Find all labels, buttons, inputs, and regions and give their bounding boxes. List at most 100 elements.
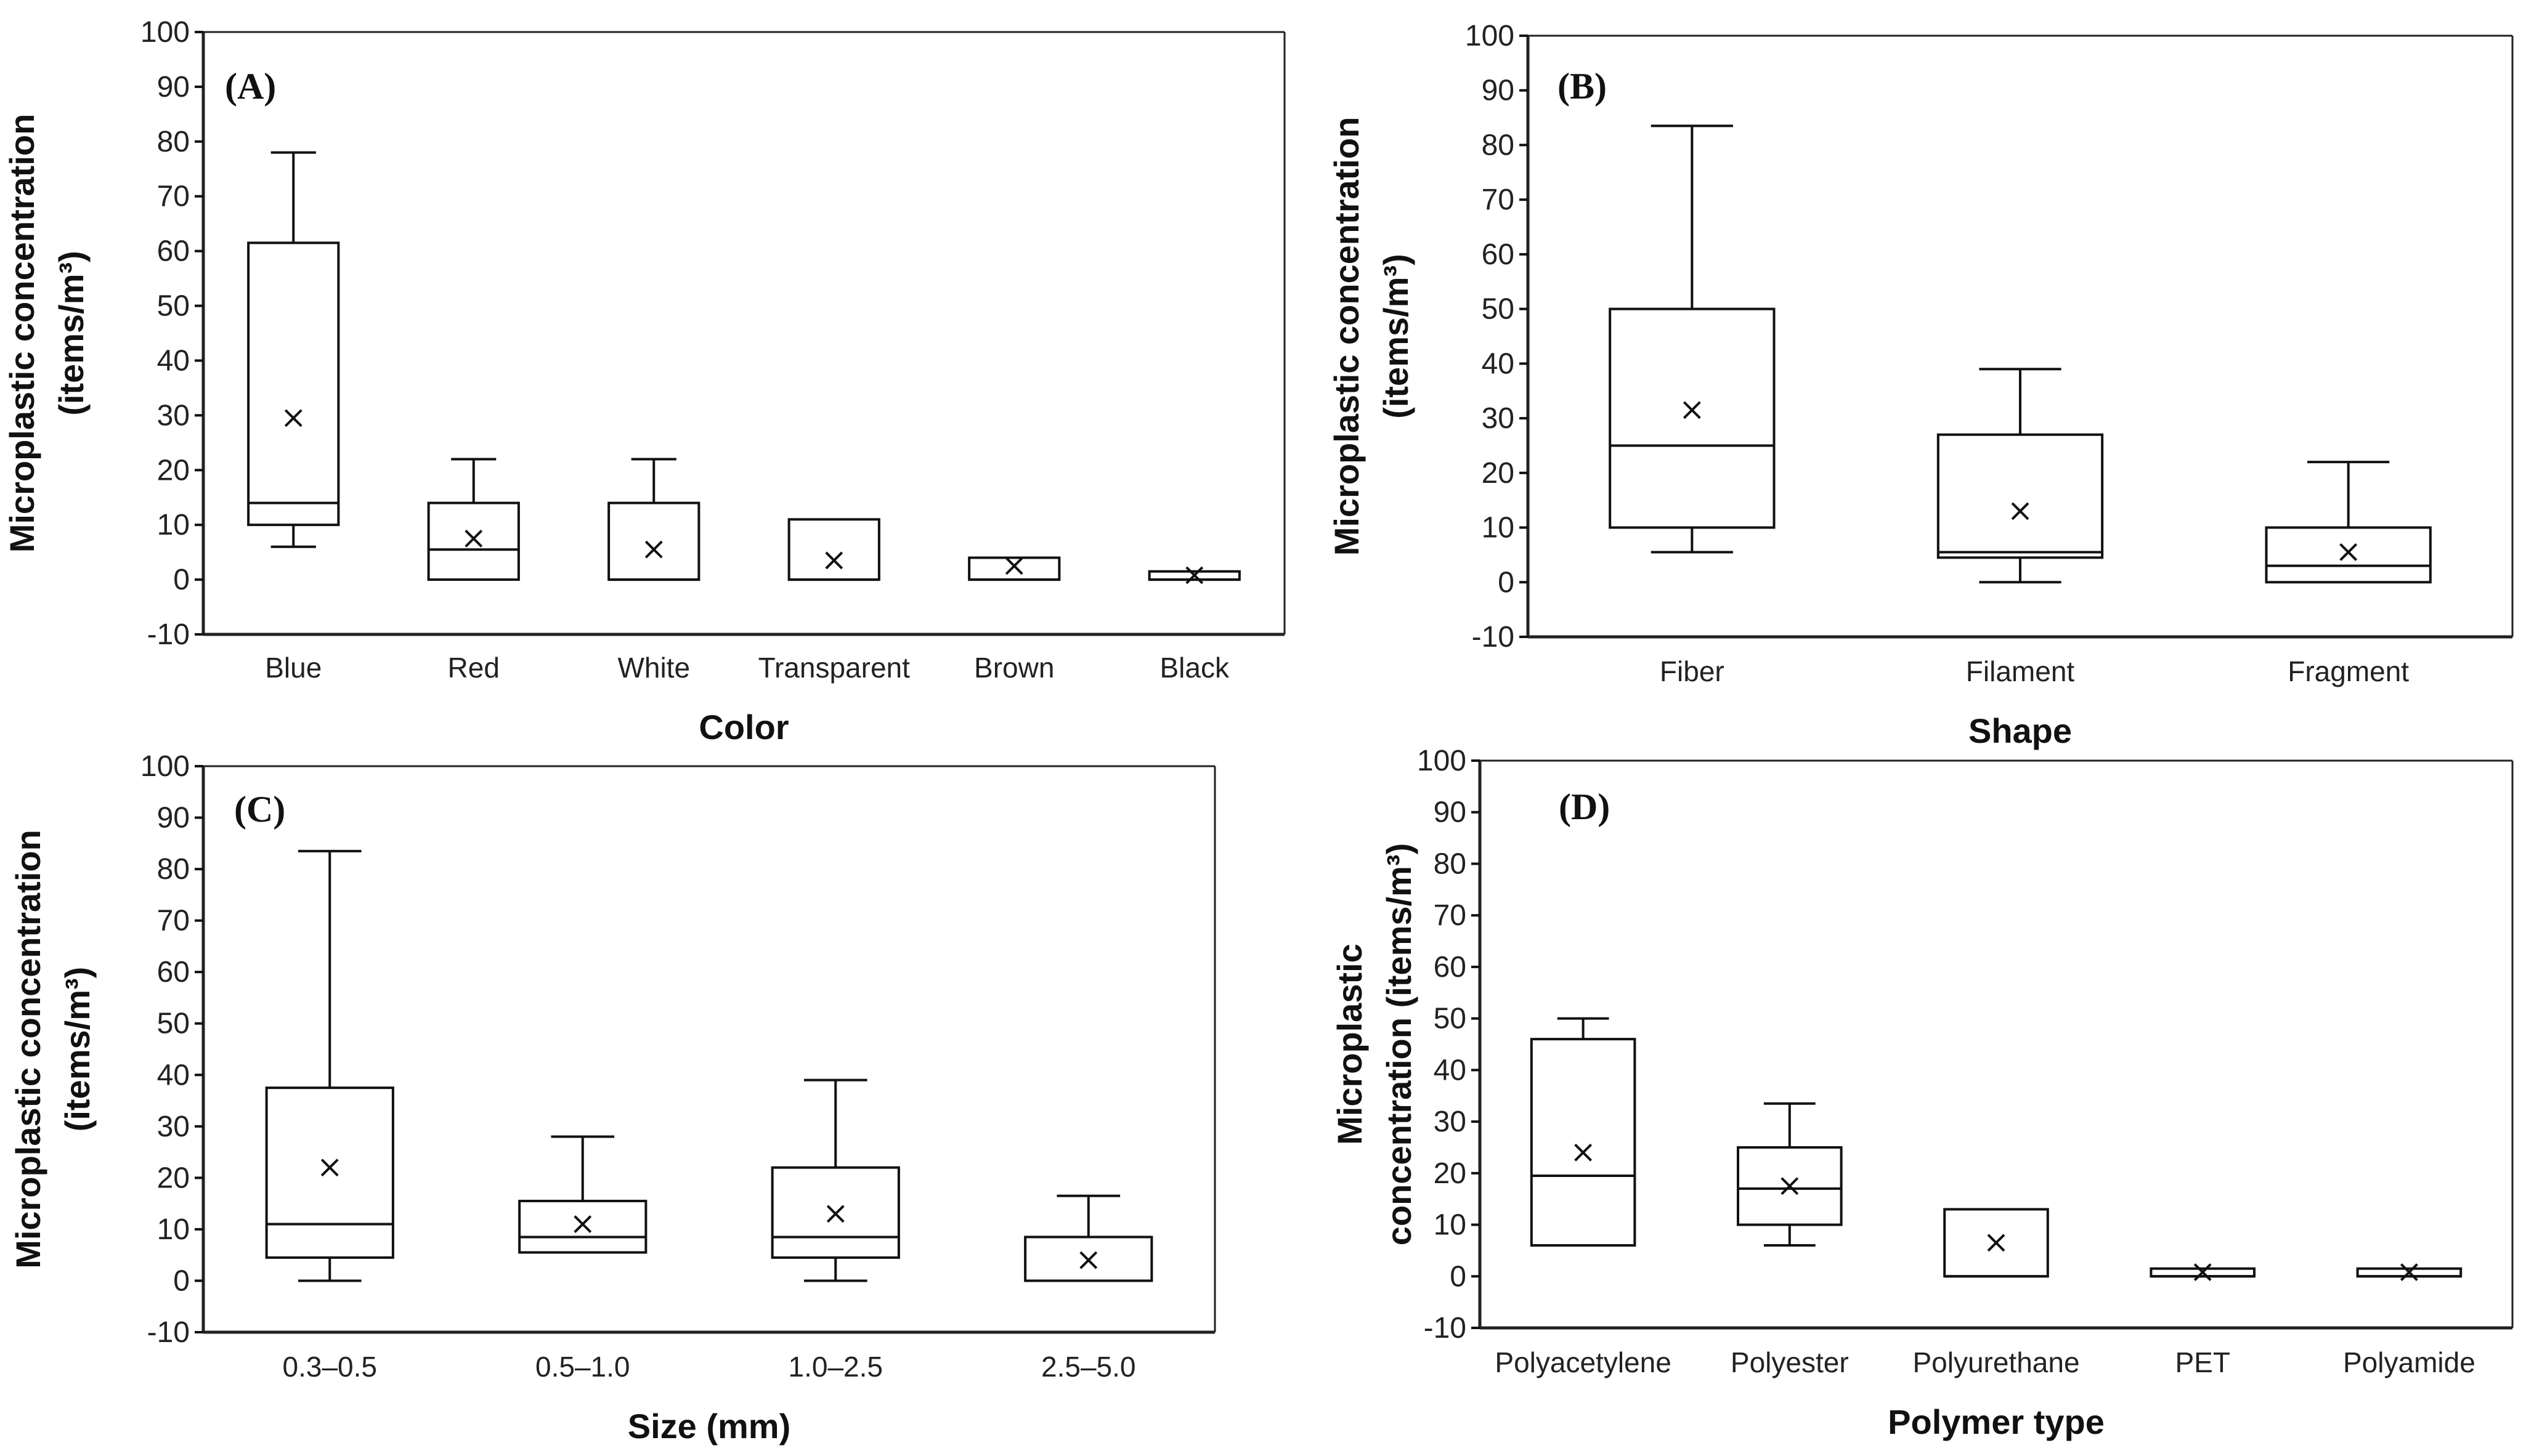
y-tick-label: 20 — [1482, 457, 1514, 490]
x-category-label: Blue — [265, 652, 322, 684]
y-tick-label: 50 — [157, 290, 190, 323]
y-tick-label: 100 — [140, 16, 190, 49]
box-blue — [247, 151, 340, 548]
iqr-box — [968, 556, 1061, 581]
mean-marker — [1005, 557, 1023, 575]
y-tick-label: 20 — [157, 454, 190, 487]
x-category-label: Transparent — [758, 652, 911, 684]
x-category-label: Polyurethane — [1912, 1346, 2079, 1378]
iqr-box — [1530, 1038, 1636, 1247]
y-tick-label: 20 — [157, 1162, 190, 1194]
y-tick-label: -10 — [1472, 621, 1514, 653]
y-tick-label: 70 — [1482, 184, 1514, 216]
box-pet — [2150, 1263, 2256, 1281]
y-tick-label: 0 — [173, 564, 190, 596]
y-tick-label: 60 — [1482, 238, 1514, 271]
y-axis-label-line: (items/m³) — [58, 967, 97, 1132]
mean-marker — [320, 1159, 339, 1177]
box-transparent — [787, 518, 880, 581]
y-tick-label: 30 — [157, 1110, 190, 1143]
y-tick-label: 40 — [157, 1059, 190, 1091]
mean-marker — [2339, 543, 2358, 561]
box-1-0-2-5 — [771, 1078, 900, 1282]
y-tick-label: 40 — [157, 344, 190, 377]
box-white — [607, 458, 701, 581]
y-tick-label: 70 — [157, 905, 190, 937]
y-tick-label: -10 — [1424, 1312, 1466, 1345]
y-tick-label: 90 — [157, 71, 190, 103]
y-tick-label: 60 — [157, 956, 190, 989]
chart-panel-2: -10 0 10 20 30 40 50 60 70 80 90 100 Fiber Filament Fr… — [1327, 20, 2514, 750]
box-polyamide — [2356, 1263, 2463, 1281]
y-axis-label-line: concentration (items/m³) — [1379, 843, 1418, 1245]
box-0-3-0-5 — [265, 849, 394, 1282]
y-tick-label: 30 — [157, 399, 190, 432]
mean-marker — [1185, 566, 1204, 584]
chart-panel-3: -10 0 10 20 30 40 50 60 70 80 90 100 0.3–0.5 0.5–1.0 1… — [9, 750, 1216, 1446]
x-axis-label: Color — [699, 708, 789, 746]
box-2-5-5-0 — [1024, 1194, 1153, 1282]
y-axis-label-line: (items/m³) — [1376, 254, 1415, 419]
panel-label: (D) — [1559, 787, 1610, 827]
y-tick-label: 90 — [1434, 796, 1466, 829]
y-axis-label-line: (items/m³) — [52, 251, 91, 416]
x-category-label: Polyester — [1731, 1346, 1849, 1378]
x-category-label: Fragment — [2288, 655, 2409, 687]
iqr-box — [1936, 433, 2104, 559]
box-0-5-1-0 — [518, 1135, 648, 1254]
iqr-box — [1609, 307, 1776, 529]
box-filament — [1936, 368, 2104, 584]
x-category-label: 1.0–2.5 — [789, 1351, 883, 1383]
y-tick-label: 70 — [157, 180, 190, 213]
x-category-label: 0.5–1.0 — [535, 1351, 630, 1383]
y-tick-label: 80 — [157, 126, 190, 158]
mean-marker — [1079, 1251, 1098, 1269]
iqr-box — [265, 1086, 394, 1259]
box-red — [427, 458, 520, 581]
mean-marker — [2011, 502, 2029, 520]
y-tick-label: 50 — [157, 1008, 190, 1040]
iqr-box — [787, 518, 880, 581]
y-tick-label: 60 — [157, 235, 190, 268]
panel-label: (B) — [1557, 66, 1607, 107]
y-tick-label: -10 — [147, 618, 190, 651]
y-tick-label: 0 — [173, 1264, 190, 1297]
iqr-box — [518, 1199, 648, 1254]
mean-marker — [574, 1215, 592, 1233]
mean-marker — [825, 551, 843, 570]
panel-label: (A) — [225, 66, 276, 107]
mean-marker — [2193, 1263, 2212, 1281]
box-brown — [968, 556, 1061, 581]
x-category-label: 2.5–5.0 — [1041, 1351, 1135, 1383]
x-category-label: White — [617, 652, 690, 684]
box-black — [1148, 566, 1241, 584]
iqr-box — [607, 501, 701, 581]
y-tick-label: -10 — [147, 1316, 190, 1349]
x-axis-label: Size (mm) — [628, 1407, 791, 1446]
iqr-box — [247, 241, 340, 527]
y-tick-label: 80 — [157, 853, 190, 886]
y-tick-label: 0 — [1450, 1260, 1466, 1293]
y-tick-label: 10 — [1482, 512, 1514, 544]
mean-marker — [1987, 1234, 2005, 1252]
y-tick-label: 30 — [1434, 1106, 1466, 1138]
x-category-label: 0.3–0.5 — [283, 1351, 377, 1383]
box-fragment — [2265, 461, 2432, 584]
y-axis-label-line: Microplastic — [1330, 944, 1369, 1145]
y-tick-label: 10 — [1434, 1209, 1466, 1242]
mean-marker — [465, 529, 483, 548]
y-tick-label: 0 — [1498, 566, 1514, 599]
box-fiber — [1609, 124, 1776, 554]
mean-marker — [826, 1205, 845, 1223]
box-polyacetylene — [1530, 1017, 1636, 1247]
iqr-box — [427, 501, 520, 581]
chart-panel-4: -10 0 10 20 30 40 50 60 70 80 90 100 Polyacetylene Po… — [1330, 745, 2514, 1441]
mean-marker — [1683, 401, 1701, 419]
y-axis-label-line: Microplastic concentration — [2, 114, 41, 553]
y-axis-label-line: Microplastic concentration — [9, 830, 47, 1269]
y-tick-label: 50 — [1434, 1003, 1466, 1035]
mean-marker — [1574, 1143, 1593, 1162]
y-tick-label: 100 — [1465, 20, 1514, 52]
chart-panel-1: -10 0 10 20 30 40 50 60 70 80 90 100 Blue Red White Tra… — [2, 16, 1286, 746]
